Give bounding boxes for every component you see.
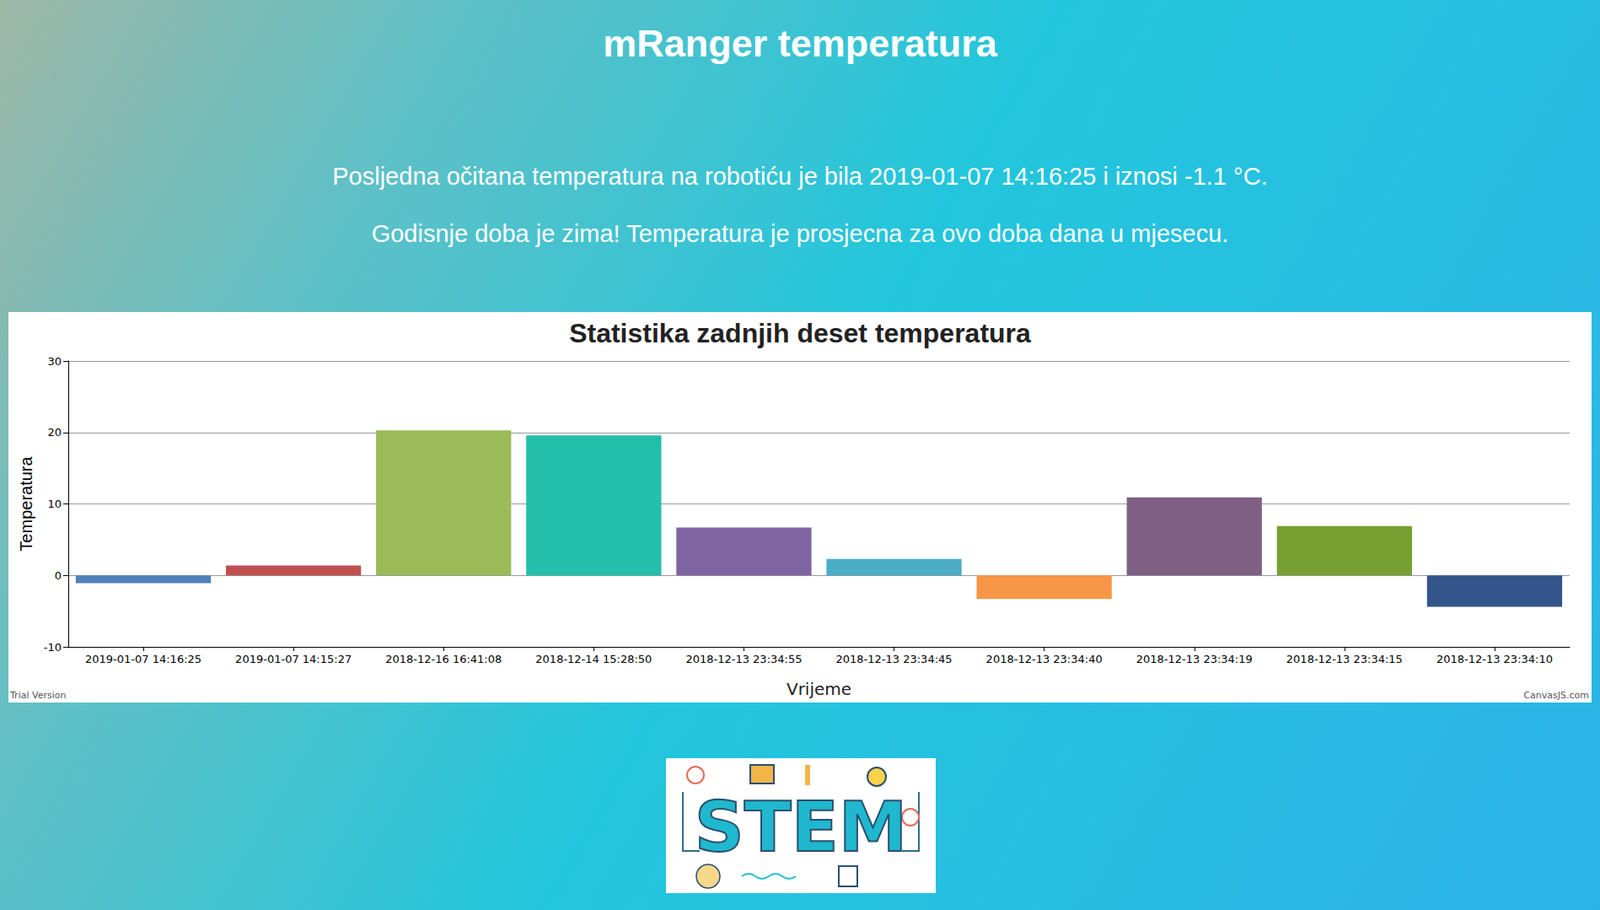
svg-text:Vrijeme: Vrijeme — [786, 678, 852, 699]
svg-text:2018-12-14 15:28:50: 2018-12-14 15:28:50 — [535, 652, 652, 666]
html-text:mRanger temperatura: mRanger temperatura — [602, 21, 998, 65]
svg-text:10: 10 — [47, 497, 62, 511]
svg-text:STEM: STEM — [694, 786, 908, 867]
svg-text:Trial Version: Trial Version — [9, 689, 66, 701]
svg-text:CanvasJS.com: CanvasJS.com — [1523, 689, 1590, 701]
svg-text:2018-12-13 23:34:19: 2018-12-13 23:34:19 — [1136, 652, 1253, 666]
svg-text:20: 20 — [47, 425, 62, 439]
svg-text:2018-12-13 23:34:55: 2018-12-13 23:34:55 — [685, 652, 802, 666]
svg-text:2018-12-13 23:34:40: 2018-12-13 23:34:40 — [986, 652, 1103, 666]
svg-text:0: 0 — [54, 569, 62, 582]
svg-text:Temperatura: Temperatura — [16, 455, 36, 551]
svg-text:2018-12-16 16:41:08: 2018-12-16 16:41:08 — [385, 652, 502, 666]
html-text:Godisnje doba je zima! Tempera: Godisnje doba je zima! Temperatura je pr… — [371, 220, 1229, 247]
svg-text:2019-01-07 14:16:25: 2019-01-07 14:16:25 — [85, 652, 202, 666]
svg-text:2018-12-13 23:34:10: 2018-12-13 23:34:10 — [1436, 652, 1553, 666]
html-text:Posljedna očitana temperatura: Posljedna očitana temperatura na robotić… — [332, 162, 1268, 190]
svg-text:30: 30 — [47, 354, 62, 368]
svg-text:Statistika zadnjih deset tempe: Statistika zadnjih deset temperatura — [569, 317, 1031, 349]
svg-text:2019-01-07 14:15:27: 2019-01-07 14:15:27 — [235, 652, 352, 666]
svg-text:2018-12-13 23:34:45: 2018-12-13 23:34:45 — [836, 652, 953, 666]
svg-text:2018-12-13 23:34:15: 2018-12-13 23:34:15 — [1286, 652, 1403, 666]
svg-text:-10: -10 — [43, 640, 62, 654]
